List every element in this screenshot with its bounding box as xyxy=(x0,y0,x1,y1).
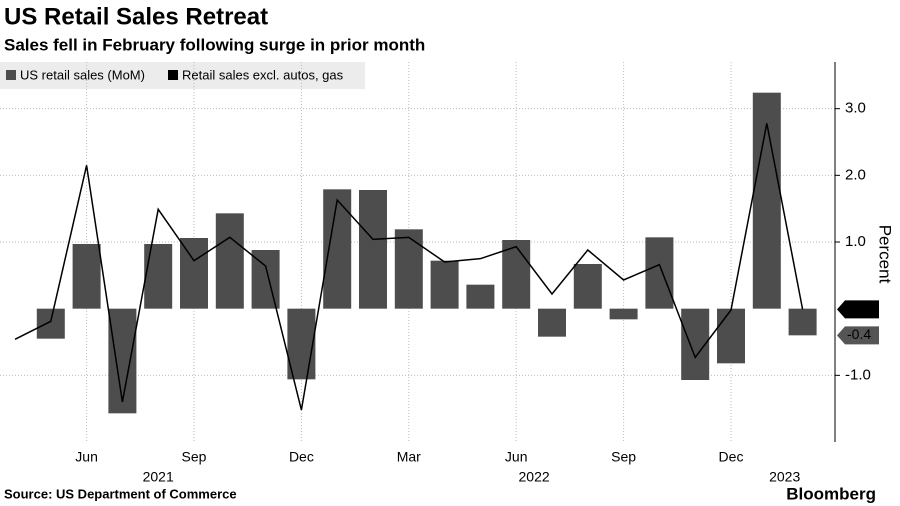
value-tag xyxy=(837,326,879,345)
chart-subtitle: Sales fell in February following surge i… xyxy=(4,35,425,54)
y-tick-label: 2.0 xyxy=(845,166,866,183)
bar xyxy=(72,244,101,309)
x-tick-label: Dec xyxy=(719,449,744,465)
legend-bg xyxy=(0,62,365,89)
bar xyxy=(788,308,817,336)
bar xyxy=(609,308,638,320)
value-label: -0.4 xyxy=(847,326,871,342)
bar xyxy=(394,229,423,309)
x-group-label: 2022 xyxy=(519,469,550,485)
bar xyxy=(180,238,208,309)
legend-label: Retail sales excl. autos, gas xyxy=(182,67,344,82)
bar xyxy=(215,213,244,309)
bar xyxy=(287,308,316,380)
line xyxy=(14,123,804,411)
bar xyxy=(466,284,495,309)
x-tick-label: Dec xyxy=(289,449,314,465)
bar xyxy=(108,308,137,414)
bar xyxy=(323,189,352,309)
bar xyxy=(144,244,173,309)
bar xyxy=(752,92,781,309)
bar xyxy=(538,308,566,337)
legend-swatch xyxy=(6,70,16,80)
value-label: -0.0 xyxy=(847,300,871,316)
bar xyxy=(251,250,280,309)
y-axis-label: Percent xyxy=(876,225,895,284)
x-tick-label: Sep xyxy=(611,449,636,465)
chart-title: US Retail Sales Retreat xyxy=(4,3,268,30)
value-tag xyxy=(837,300,879,319)
x-tick-label: Mar xyxy=(397,449,421,465)
bar xyxy=(717,308,745,364)
source: Source: US Department of Commerce xyxy=(4,486,237,501)
x-group-label: 2023 xyxy=(769,469,800,485)
y-tick-label: 1.0 xyxy=(845,233,866,250)
bar xyxy=(502,240,531,309)
legend-swatch xyxy=(168,70,178,80)
x-tick-label: Jun xyxy=(75,449,98,465)
brand: Bloomberg xyxy=(786,484,876,503)
y-tick-label: 3.0 xyxy=(845,100,866,117)
bar xyxy=(573,264,602,309)
y-tick-label: -1.0 xyxy=(845,366,871,383)
bar xyxy=(359,190,387,309)
x-group-label: 2021 xyxy=(143,469,174,485)
x-tick-label: Sep xyxy=(182,449,207,465)
bar xyxy=(430,260,459,309)
x-tick-label: Jun xyxy=(505,449,528,465)
bar xyxy=(645,237,674,309)
bar xyxy=(36,308,65,339)
legend-label: US retail sales (MoM) xyxy=(20,67,145,82)
